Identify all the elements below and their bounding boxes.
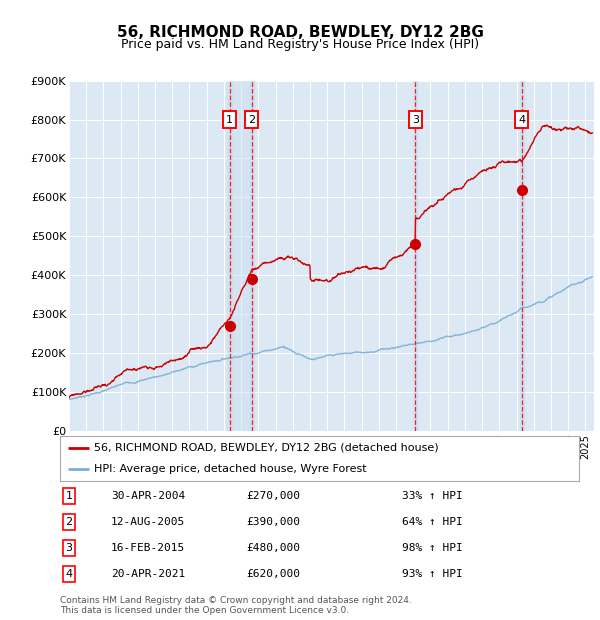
Text: 3: 3 [412, 115, 419, 125]
Text: £620,000: £620,000 [246, 569, 300, 579]
Text: HPI: Average price, detached house, Wyre Forest: HPI: Average price, detached house, Wyre… [94, 464, 367, 474]
Text: Price paid vs. HM Land Registry's House Price Index (HPI): Price paid vs. HM Land Registry's House … [121, 38, 479, 51]
Text: 16-FEB-2015: 16-FEB-2015 [111, 543, 185, 553]
Text: 64% ↑ HPI: 64% ↑ HPI [402, 517, 463, 527]
Text: 2: 2 [248, 115, 256, 125]
Bar [227, 81, 232, 431]
Text: £390,000: £390,000 [246, 517, 300, 527]
Text: 98% ↑ HPI: 98% ↑ HPI [402, 543, 463, 553]
Text: 1: 1 [226, 115, 233, 125]
Text: £270,000: £270,000 [246, 491, 300, 501]
Text: 56, RICHMOND ROAD, BEWDLEY, DY12 2BG: 56, RICHMOND ROAD, BEWDLEY, DY12 2BG [116, 25, 484, 40]
Bar [413, 81, 418, 431]
Bar [230, 81, 252, 431]
Text: 1: 1 [65, 491, 73, 501]
Text: 93% ↑ HPI: 93% ↑ HPI [402, 569, 463, 579]
Text: 4: 4 [518, 115, 525, 125]
Text: 2: 2 [65, 517, 73, 527]
Bar [250, 81, 254, 431]
Text: 33% ↑ HPI: 33% ↑ HPI [402, 491, 463, 501]
Bar [520, 81, 524, 431]
Text: 3: 3 [65, 543, 73, 553]
Text: £480,000: £480,000 [246, 543, 300, 553]
Text: 12-AUG-2005: 12-AUG-2005 [111, 517, 185, 527]
Text: 20-APR-2021: 20-APR-2021 [111, 569, 185, 579]
Text: 30-APR-2004: 30-APR-2004 [111, 491, 185, 501]
Text: 4: 4 [65, 569, 73, 579]
Text: Contains HM Land Registry data © Crown copyright and database right 2024.
This d: Contains HM Land Registry data © Crown c… [60, 596, 412, 615]
Text: 56, RICHMOND ROAD, BEWDLEY, DY12 2BG (detached house): 56, RICHMOND ROAD, BEWDLEY, DY12 2BG (de… [94, 443, 439, 453]
